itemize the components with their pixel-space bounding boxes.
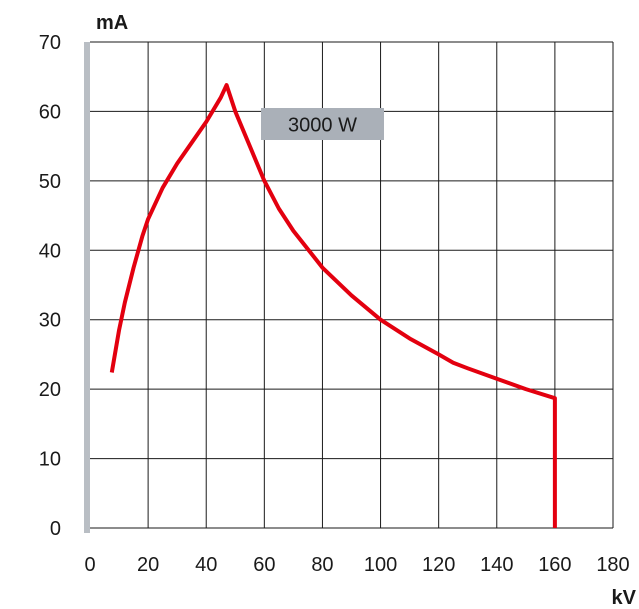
x-tick-label: 100 [364,554,397,576]
series [109,83,557,528]
y-tick-label: 30 [39,310,61,332]
power-annotation: 3000 W [261,108,384,140]
power-curve-line [109,83,557,528]
power-annotation-box [261,108,384,140]
x-tick-label: 60 [253,554,275,576]
x-tick-label: 180 [596,554,629,576]
y-tick-label: 40 [39,240,61,262]
tick-labels: 0 20 40 60 80 100 120 140 160 180 0 10 20 30 40 50 60 70 [39,32,630,576]
y-tick-label: 60 [39,101,61,123]
x-tick-label: 120 [422,554,455,576]
x-tick-label: 160 [538,554,571,576]
y-tick-label: 70 [39,32,61,54]
x-tick-label: 80 [311,554,333,576]
x-tick-label: 0 [84,554,95,576]
axes [84,42,613,533]
y-tick-label: 10 [39,449,61,471]
x-tick-label: 40 [195,554,217,576]
y-tick-label: 20 [39,379,61,401]
power-annotation-label: 3000 W [288,115,357,137]
x-tick-label: 140 [480,554,513,576]
y-axis-band [84,42,90,533]
y-tick-label: 0 [50,518,61,540]
x-axis-label: kV [612,587,637,609]
y-tick-label: 50 [39,171,61,193]
grid [90,41,614,528]
x-tick-label: 20 [137,554,159,576]
y-axis-label: mA [96,12,128,34]
